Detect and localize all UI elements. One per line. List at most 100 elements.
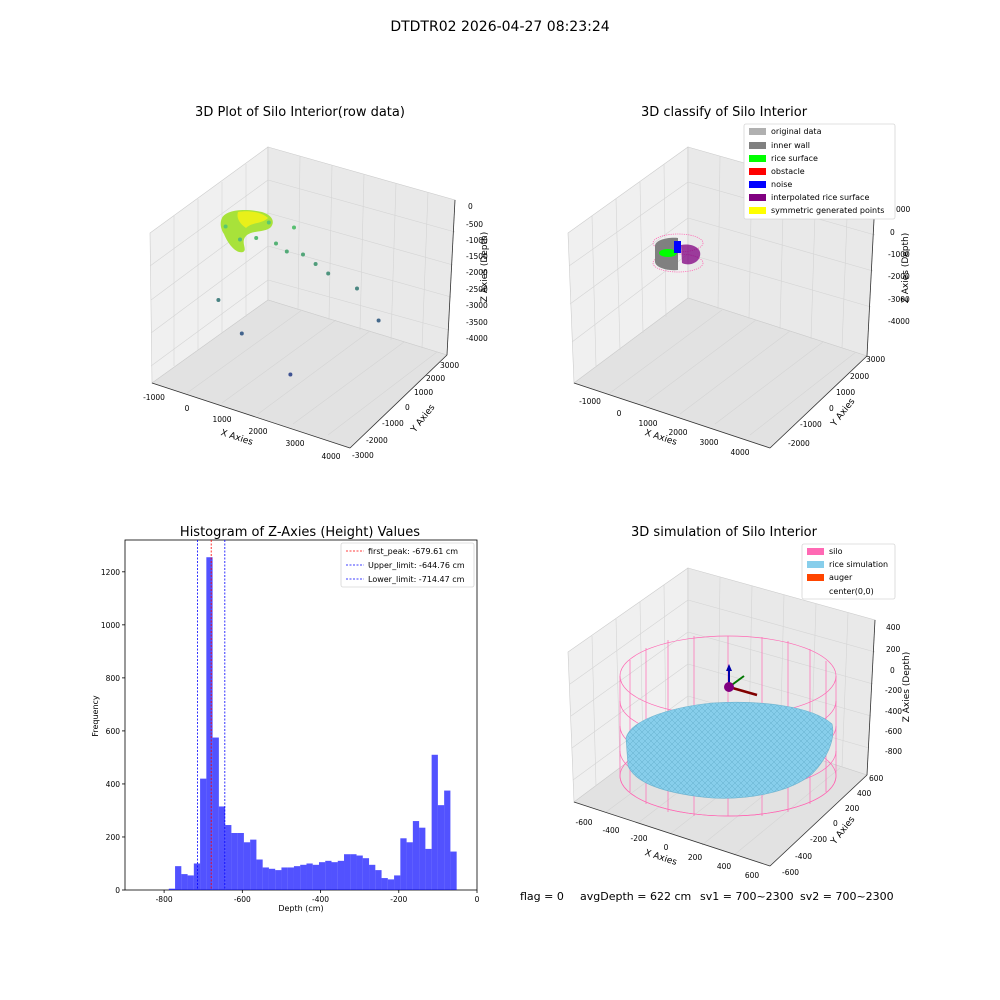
raw-data-point	[274, 241, 278, 246]
panel2-legend-label: noise	[771, 180, 792, 189]
panel4-silo-front	[619, 775, 837, 817]
panel2-xtick: 0	[617, 409, 622, 418]
histogram-ytick: 1000	[101, 621, 120, 630]
raw-data-point	[239, 331, 244, 336]
raw-data-point	[301, 252, 305, 257]
panel2-legend-swatch-wall	[749, 142, 766, 149]
histogram-bar	[425, 848, 432, 890]
panel1-points	[216, 220, 381, 377]
panel1-x-axis	[151, 382, 351, 449]
panel4-legend-label: rice simulation	[829, 560, 888, 569]
panel2-y-ticks: -2000 -1000 0 1000 2000 3000	[788, 355, 885, 448]
panel4-auger-arrow-icon	[726, 664, 732, 671]
panel2-ytick: 0	[829, 404, 834, 413]
histogram-ytick: 0	[115, 886, 120, 895]
panel3-legend-label: Upper_limit: -644.76 cm	[368, 561, 465, 570]
histogram-xtick: -800	[156, 895, 173, 904]
panel2-legend-swatch-rice	[749, 155, 766, 162]
panel2-ztick: -4000	[888, 317, 910, 326]
panel4-legend-label: auger	[829, 573, 853, 582]
histogram-bar	[350, 854, 357, 890]
panel2-legend-label: original data	[771, 127, 822, 136]
histogram-bar	[168, 888, 176, 890]
panel1-ztick: -2500	[466, 285, 488, 294]
panel4-ytick: -600	[782, 868, 799, 877]
histogram-bar	[281, 867, 288, 890]
panel2-legend-label: inner wall	[771, 141, 810, 150]
histogram-bar	[406, 842, 413, 890]
panel4-xtick: -600	[575, 818, 592, 827]
panel3-x-ticks: -800 -600 -400 -200 0	[156, 890, 480, 904]
panel2-legend: original data inner wall rice surface ob…	[743, 123, 911, 220]
histogram-bar	[237, 832, 244, 890]
panel1-x-ticks: -1000 0 1000 2000 3000 4000	[143, 393, 341, 461]
panel-histogram: Histogram of Z-Axies (Height) Values -80…	[91, 525, 480, 913]
panel1-xtick: 2000	[248, 427, 267, 436]
raw-data-point	[238, 237, 242, 242]
raw-data-point	[355, 286, 359, 291]
histogram-bar	[250, 839, 257, 890]
panel2-grid	[568, 155, 876, 436]
panel4-xtick: 400	[717, 862, 732, 871]
panel4-center-marker	[724, 682, 734, 692]
panel1-xtick: 0	[185, 404, 190, 413]
panel4-x-axis	[573, 801, 771, 867]
histogram-bar	[331, 862, 338, 890]
histogram-xtick: 0	[475, 895, 480, 904]
histogram-bar	[369, 864, 376, 890]
panel1-z-ticks: 0 -500 -1000 -1500 -2000 -2500 -3000 -35…	[466, 202, 488, 343]
histogram-bar	[337, 860, 345, 890]
panel4-xtick: 0	[664, 843, 669, 852]
panel3-vlines	[197, 540, 226, 890]
panel4-ztick: -800	[885, 747, 902, 756]
panel4-y-ticks: -600 -400 -200 0 200 400 600	[782, 774, 884, 877]
panel4-silo-front-rim	[619, 775, 837, 817]
histogram-bar	[419, 827, 426, 890]
histogram-ytick: 1200	[101, 568, 120, 577]
panel1-ztick: -4000	[466, 334, 488, 343]
panel4-ztick: 400	[886, 623, 901, 632]
panel2-silo-model	[652, 233, 704, 273]
histogram-bar	[256, 859, 263, 890]
panel2-legend-swatch-symmetric	[749, 207, 766, 214]
panel2-xtick: 4000	[730, 448, 749, 457]
panel2-z-ticks: 0 -1000 -2000 -3000 -4000	[888, 228, 910, 326]
histogram-bar	[293, 866, 301, 890]
histogram-ytick: 200	[106, 833, 121, 842]
histogram-bar	[181, 874, 188, 890]
panel2-xtick: 2000	[668, 428, 687, 437]
panel2-y-axis	[769, 355, 868, 449]
status-avg-depth: avgDepth = 622 cm	[580, 890, 691, 903]
panel1-xtick: 1000	[212, 415, 231, 424]
panel2-x-axis	[573, 382, 771, 449]
histogram-bar	[200, 778, 207, 890]
histogram-bar	[356, 855, 363, 890]
panel1-ztick: -500	[466, 220, 483, 229]
raw-data-point	[292, 225, 296, 230]
panel-classify: 3D classify of Silo Interior -1000 0 100…	[567, 105, 911, 457]
panel2-legend-label: interpolated rice surface	[771, 193, 869, 202]
histogram-bar	[312, 864, 319, 890]
histogram-bar	[306, 863, 313, 890]
panel2-xtick: -1000	[579, 397, 601, 406]
panel1-zlabel: Z Axies (Depth)	[480, 232, 490, 303]
panel4-legend-swatch-silo	[807, 548, 824, 555]
panel1-xtick: -1000	[143, 393, 165, 402]
histogram-xtick: -600	[234, 895, 251, 904]
panel4-ztick: -600	[885, 727, 902, 736]
panel4-xtick: 200	[688, 853, 703, 862]
raw-data-point	[266, 220, 271, 225]
panel3-legend: first_peak: -679.61 cm Upper_limit: -644…	[340, 542, 475, 588]
histogram-bar	[231, 832, 238, 890]
panel3-xlabel: Depth (cm)	[278, 904, 323, 913]
panel2-ztick: -1000	[888, 250, 910, 259]
panel3-legend-label: Lower_limit: -714.47 cm	[368, 575, 465, 584]
panel2-legend-frame	[743, 123, 896, 220]
status-flag: flag = 0	[520, 890, 564, 903]
panel4-z-axis	[866, 619, 876, 776]
raw-data-point	[223, 224, 228, 229]
panel1-ztick: 0	[468, 202, 473, 211]
histogram-bar	[412, 821, 420, 890]
panel2-xtick: 3000	[699, 438, 718, 447]
histogram-bar	[287, 867, 294, 890]
